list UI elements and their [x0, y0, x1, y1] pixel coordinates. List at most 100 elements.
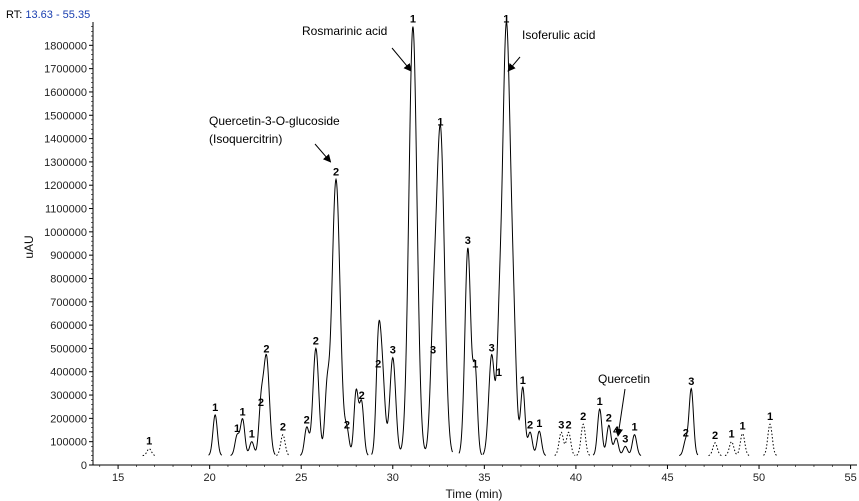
peak-label: 1	[631, 422, 637, 434]
peak-label: 1	[472, 359, 478, 371]
trace-segment	[482, 21, 547, 456]
peak-label: 2	[683, 428, 689, 440]
peak-label: 1	[520, 375, 526, 387]
peak-label: 3	[558, 419, 564, 431]
peak-label: 1	[728, 429, 734, 441]
peak-label: 1	[597, 396, 603, 408]
y-tick-label: 1700000	[44, 64, 87, 76]
peak-label: 1	[234, 423, 240, 435]
rt-label: RT:	[6, 9, 23, 21]
trace-segment	[592, 408, 642, 456]
compound-label: Quercetin	[598, 372, 650, 386]
peak-label: 1	[249, 429, 255, 441]
peak-label: 1	[767, 411, 773, 423]
trace-segment	[299, 177, 369, 456]
peak-label: 3	[688, 376, 694, 388]
x-tick-label: 20	[204, 472, 216, 484]
peak-label: 1	[437, 116, 443, 128]
compound-arrow	[615, 388, 626, 437]
trace-segment	[230, 353, 276, 456]
peak-label: 1	[739, 421, 745, 433]
y-tick-label: 200000	[50, 413, 87, 425]
compound-annotations: Rosmarinic acid Isoferulic acid Quercetin-…	[209, 24, 650, 437]
peak-label: 2	[566, 419, 572, 431]
y-tick-label: 800000	[50, 273, 87, 285]
peak-label: 2	[344, 419, 350, 431]
y-tick-label: 400000	[50, 367, 87, 379]
compound-arrow	[391, 47, 412, 72]
compound-arrow	[314, 143, 332, 163]
y-tick-label: 1200000	[44, 180, 87, 192]
compound-label: Isoferulic acid	[522, 28, 595, 42]
y-tick-label: 900000	[50, 250, 87, 262]
y-tick-label: 1100000	[45, 204, 87, 216]
peak-label: 2	[280, 422, 286, 434]
y-tick-label: 1400000	[44, 134, 87, 146]
y-tick-label: 300000	[50, 390, 87, 402]
trace-segment	[763, 423, 777, 456]
rt-range-value: 13.63 - 55.35	[25, 9, 91, 21]
y-tick-label: 1300000	[44, 157, 87, 169]
y-tick-label: 1500000	[44, 110, 87, 122]
y-tick-label: 700000	[50, 297, 87, 309]
trace-segment	[724, 432, 750, 457]
trace-segment	[708, 442, 722, 457]
compound-label: Rosmarinic acid	[302, 24, 387, 38]
compound-label: Quercetin-3-O-glucoside	[209, 114, 340, 128]
peak-label: 1	[503, 14, 509, 26]
y-tick-label: 600000	[50, 320, 87, 332]
peak-label: 1	[240, 407, 246, 419]
peak-label: 3	[622, 433, 628, 445]
peak-label: 2	[359, 390, 365, 402]
y-axis-title: uAU	[22, 235, 36, 258]
trace-segment	[208, 413, 223, 456]
peak-label: 2	[304, 415, 310, 427]
peak-label: 2	[712, 430, 718, 442]
peak-label: 1	[496, 367, 502, 379]
peak-label: 1	[146, 436, 152, 448]
peak-label: 2	[527, 419, 533, 431]
peak-label: 3	[465, 235, 471, 247]
x-tick-label: 15	[112, 472, 124, 484]
peak-label: 1	[410, 14, 416, 26]
trace-segment	[142, 448, 156, 457]
trace-segment	[679, 387, 699, 456]
peak-label: 1	[212, 402, 218, 414]
y-tick-label: 1800000	[44, 40, 87, 52]
rt-range-header: RT: 13.63 - 55.35	[6, 9, 90, 21]
peak-label: 1	[536, 418, 542, 430]
trace-segment	[458, 247, 483, 456]
x-tick-label: 45	[661, 472, 673, 484]
peak-label: 2	[258, 397, 264, 409]
y-tick-label: 100000	[50, 437, 87, 449]
trace-segment	[371, 26, 453, 455]
x-tick-label: 50	[753, 472, 765, 484]
compound-arrow	[507, 56, 521, 72]
x-tick-label: 25	[295, 472, 307, 484]
peak-label: 2	[313, 335, 319, 347]
y-tick-label: 0	[81, 460, 87, 472]
peak-label: 3	[489, 342, 495, 354]
peak-label: 2	[375, 359, 381, 371]
chromatogram-trace	[142, 21, 777, 457]
peak-label: 3	[430, 345, 436, 357]
trace-segment	[554, 431, 576, 456]
peak-label: 2	[263, 344, 269, 356]
y-tick-label: 1600000	[44, 87, 87, 99]
chart-axes: 0 100000 200000 300000 400000 500000 600000 700…	[44, 22, 857, 484]
peak-label: 3	[390, 345, 396, 357]
trace-segment	[276, 434, 290, 456]
peak-label: 2	[580, 411, 586, 423]
peak-label: 2	[606, 412, 612, 424]
trace-segment	[576, 423, 591, 456]
compound-label: (Isoquercitrin)	[209, 132, 282, 146]
x-tick-label: 55	[844, 472, 856, 484]
y-tick-label: 1000000	[44, 227, 87, 239]
x-tick-label: 30	[387, 472, 399, 484]
peak-label: 2	[333, 166, 339, 178]
x-axis-title: Time (min)	[446, 487, 503, 501]
x-tick-label: 40	[570, 472, 582, 484]
y-tick-label: 500000	[50, 343, 87, 355]
